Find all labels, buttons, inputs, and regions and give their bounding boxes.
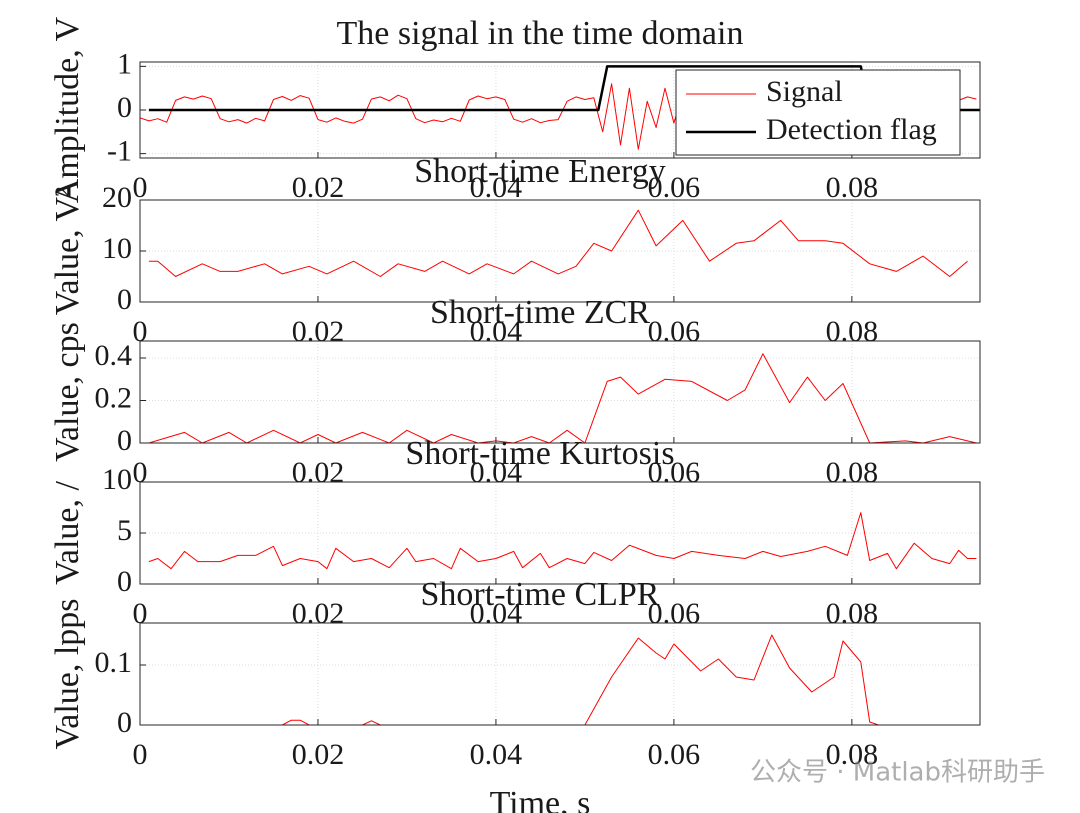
y-axis-label: Value, V² bbox=[49, 187, 86, 316]
series-line bbox=[148, 512, 977, 570]
y-tick-label: -1 bbox=[107, 135, 132, 168]
legend-label: Detection flag bbox=[766, 113, 937, 146]
x-tick-label: 0.06 bbox=[648, 171, 701, 204]
y-tick-label: 0.1 bbox=[95, 646, 133, 679]
axes-box bbox=[139, 340, 981, 444]
plot-area bbox=[148, 512, 977, 570]
chart-title: Short-time Kurtosis bbox=[405, 435, 674, 472]
x-tick-label: 0.04 bbox=[470, 171, 523, 204]
series-line bbox=[148, 634, 977, 725]
x-axis-label: Time, s bbox=[490, 785, 591, 813]
watermark: 公众号 · Matlab科研助手 bbox=[750, 758, 1045, 788]
legend: Signal Detection flag bbox=[675, 69, 961, 156]
y-axis-label: Value, cps bbox=[49, 322, 86, 462]
y-tick-label: 0 bbox=[117, 283, 132, 316]
x-tick-label: 0 bbox=[133, 315, 148, 348]
y-tick-label: 1 bbox=[117, 47, 132, 80]
y-tick-label: 0 bbox=[117, 91, 132, 124]
y-axis-label: Value, lpps bbox=[49, 598, 86, 749]
x-tick-label: 0 bbox=[133, 597, 148, 630]
x-tick-label: 0.08 bbox=[826, 738, 879, 771]
y-tick-label: 10 bbox=[102, 463, 132, 496]
x-tick-label: 0.06 bbox=[648, 738, 701, 771]
x-tick-label: 0 bbox=[133, 738, 148, 771]
x-tick-label: 0.04 bbox=[470, 738, 523, 771]
series-line bbox=[148, 353, 977, 443]
y-tick-label: 20 bbox=[102, 181, 132, 214]
chart-title: Short-time Energy bbox=[414, 153, 666, 190]
y-tick-label: 5 bbox=[117, 514, 132, 547]
x-tick-label: 0.08 bbox=[826, 171, 879, 204]
y-axis-label: Amplitude, V bbox=[49, 16, 86, 203]
y-tick-label: 0.2 bbox=[95, 381, 133, 414]
axes-background bbox=[140, 341, 980, 443]
x-tick-label: 0 bbox=[133, 171, 148, 204]
legend-box bbox=[675, 69, 961, 156]
plot-area bbox=[148, 209, 968, 277]
series-line bbox=[148, 209, 968, 277]
plot-area bbox=[148, 634, 977, 725]
legend-label: Signal bbox=[766, 75, 843, 108]
y-tick-label: 0 bbox=[117, 424, 132, 457]
axes-box bbox=[139, 622, 981, 726]
chart-title: Short-time ZCR bbox=[430, 294, 650, 331]
x-tick-label: 0.02 bbox=[292, 738, 345, 771]
y-axis-label: Value, / bbox=[49, 481, 86, 585]
axes-background bbox=[140, 623, 980, 725]
plot-area bbox=[148, 353, 977, 443]
chart-title: The signal in the time domain bbox=[337, 15, 744, 52]
y-tick-label: 0.4 bbox=[95, 339, 133, 372]
y-tick-label: 10 bbox=[102, 232, 132, 265]
y-tick-label: 0 bbox=[117, 565, 132, 598]
chart-title: Short-time CLPR bbox=[421, 576, 660, 613]
x-tick-label: 0 bbox=[133, 456, 148, 489]
x-tick-label: 0.02 bbox=[292, 171, 345, 204]
y-tick-label: 0 bbox=[117, 706, 132, 739]
